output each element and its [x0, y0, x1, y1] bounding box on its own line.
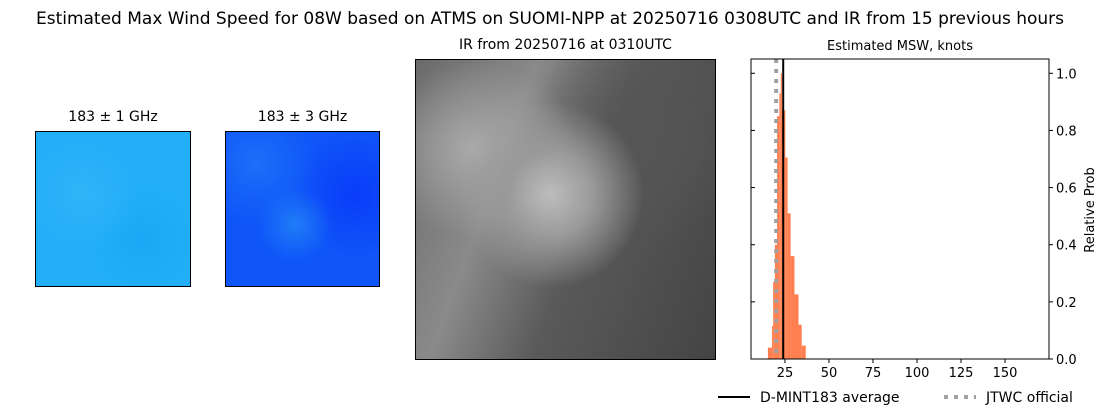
- x-tick-label: 75: [865, 366, 882, 381]
- x-tick-label: 150: [993, 366, 1018, 381]
- legend-label: JTWC official: [985, 390, 1073, 406]
- x-tick-label: 25: [777, 366, 794, 381]
- microwave-image-183-1: [35, 131, 191, 287]
- y-tick-label: 1.0: [1056, 67, 1077, 82]
- histogram-bar: [771, 326, 774, 359]
- histogram-bar: [780, 73, 782, 360]
- y-axis-label: Relative Prob: [1083, 167, 1098, 252]
- histogram-bar: [787, 213, 791, 359]
- histogram-bar: [794, 294, 799, 359]
- y-tick-label: 0.4: [1056, 239, 1077, 254]
- x-tick-label: 50: [821, 366, 838, 381]
- histogram-bar: [801, 345, 806, 359]
- figure-title: Estimated Max Wind Speed for 08W based o…: [35, 9, 1065, 29]
- x-tick-label: 125: [949, 366, 974, 381]
- legend-label: D-MINT183 average: [760, 390, 900, 406]
- chart-title: Estimated MSW, knots: [827, 39, 973, 54]
- histogram-bar: [785, 157, 788, 359]
- y-tick-label: 0.6: [1056, 182, 1077, 197]
- ir-image: [415, 59, 716, 360]
- histogram-bar: [777, 116, 780, 360]
- histogram-bar: [767, 347, 772, 359]
- mw2-title: 183 ± 3 GHz: [257, 109, 348, 125]
- y-tick-label: 0.0: [1056, 353, 1077, 368]
- histogram-bar: [798, 324, 802, 359]
- microwave-image-183-3: [225, 131, 380, 287]
- histogram-bar: [790, 256, 795, 359]
- mw1-title: 183 ± 1 GHz: [68, 109, 158, 125]
- x-tick-label: 100: [905, 366, 930, 381]
- y-tick-label: 0.2: [1056, 296, 1077, 311]
- histogram-bar: [773, 281, 775, 359]
- histogram-bar: [779, 93, 781, 360]
- ir-title: IR from 20250716 at 0310UTC: [459, 37, 672, 53]
- plot-frame: [750, 58, 1050, 360]
- y-tick-label: 0.8: [1056, 124, 1077, 139]
